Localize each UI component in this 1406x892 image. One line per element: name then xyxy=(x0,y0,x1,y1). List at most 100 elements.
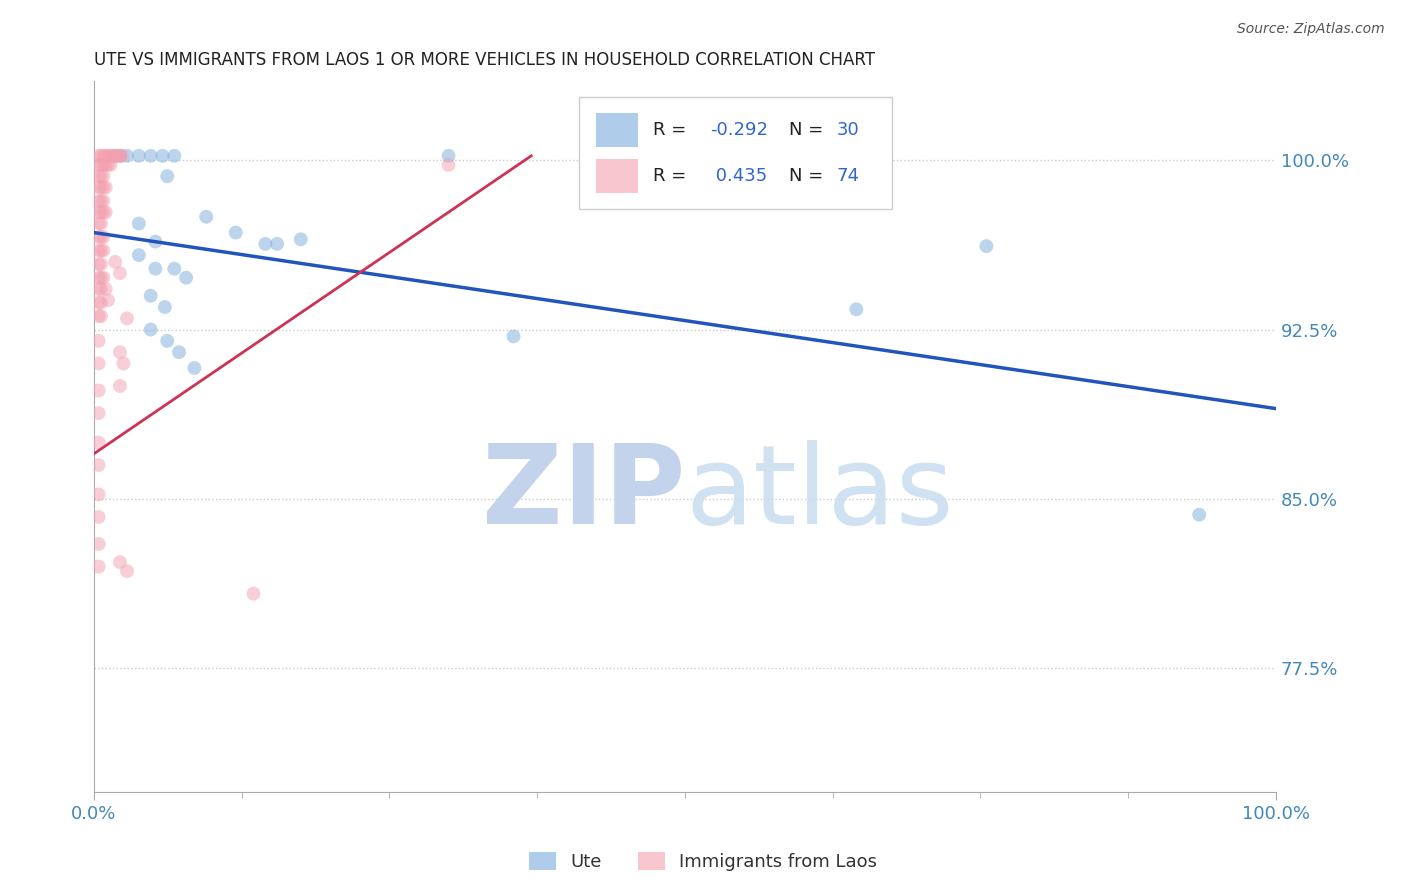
Text: ZIP: ZIP xyxy=(482,440,685,547)
Point xyxy=(87,295,110,310)
Point xyxy=(1188,508,1211,522)
Point xyxy=(108,555,131,569)
Point xyxy=(87,282,110,296)
Point xyxy=(156,169,179,183)
Text: -0.292: -0.292 xyxy=(710,121,768,139)
Point xyxy=(90,282,112,296)
Point xyxy=(87,309,110,323)
Point xyxy=(94,282,117,296)
Point xyxy=(174,270,197,285)
Point xyxy=(87,149,110,163)
Point xyxy=(163,261,186,276)
Text: N =: N = xyxy=(789,167,830,185)
Point xyxy=(108,149,131,163)
Point xyxy=(87,158,110,172)
Text: atlas: atlas xyxy=(685,440,953,547)
Point xyxy=(167,345,190,359)
Point xyxy=(195,210,218,224)
Point xyxy=(104,255,127,269)
Point xyxy=(90,230,112,244)
Point xyxy=(87,217,110,231)
Point xyxy=(128,149,150,163)
Point xyxy=(108,266,131,280)
Point xyxy=(87,537,110,551)
Point xyxy=(93,270,115,285)
Point xyxy=(145,261,167,276)
Point xyxy=(100,149,122,163)
Point xyxy=(242,587,264,601)
Point xyxy=(87,356,110,370)
Text: 0.435: 0.435 xyxy=(710,167,768,185)
Point xyxy=(90,149,112,163)
Point xyxy=(90,309,112,323)
Point xyxy=(87,458,110,472)
Point xyxy=(153,300,176,314)
Point xyxy=(93,169,115,183)
Point xyxy=(104,149,127,163)
Point xyxy=(108,345,131,359)
Point xyxy=(87,244,110,258)
Legend: Ute, Immigrants from Laos: Ute, Immigrants from Laos xyxy=(522,845,884,879)
Point xyxy=(94,149,117,163)
Point xyxy=(90,205,112,219)
Point xyxy=(108,149,131,163)
Point xyxy=(87,406,110,420)
Point xyxy=(94,158,117,172)
Point xyxy=(152,149,174,163)
Point xyxy=(87,230,110,244)
Point xyxy=(87,384,110,398)
Point xyxy=(163,149,186,163)
Point xyxy=(139,149,162,163)
Point xyxy=(93,194,115,208)
Point xyxy=(115,311,138,326)
Point xyxy=(87,334,110,348)
Point xyxy=(90,257,112,271)
Point xyxy=(93,205,115,219)
Point xyxy=(976,239,998,253)
FancyBboxPatch shape xyxy=(578,97,891,210)
Point xyxy=(87,194,110,208)
Point xyxy=(93,180,115,194)
Point xyxy=(93,149,115,163)
Point xyxy=(90,270,112,285)
Point xyxy=(437,158,460,172)
Point xyxy=(128,217,150,231)
Point xyxy=(266,236,288,251)
Point xyxy=(90,158,112,172)
Point xyxy=(97,158,120,172)
Point xyxy=(183,361,205,376)
Text: 74: 74 xyxy=(837,167,859,185)
Point xyxy=(290,232,312,246)
Point xyxy=(100,158,122,172)
Point xyxy=(87,487,110,501)
Point xyxy=(156,334,179,348)
Point xyxy=(87,257,110,271)
Point xyxy=(97,149,120,163)
Point xyxy=(111,149,134,163)
Point xyxy=(87,169,110,183)
Point xyxy=(87,559,110,574)
Text: 30: 30 xyxy=(837,121,859,139)
Point xyxy=(101,149,124,163)
Text: N =: N = xyxy=(789,121,830,139)
Point xyxy=(115,149,138,163)
Point xyxy=(87,435,110,450)
Point xyxy=(94,180,117,194)
Point xyxy=(97,293,120,308)
Point xyxy=(108,379,131,393)
Point xyxy=(87,205,110,219)
Point xyxy=(139,323,162,337)
Point xyxy=(87,270,110,285)
Point xyxy=(128,248,150,262)
Point xyxy=(115,564,138,578)
Point xyxy=(90,295,112,310)
Point xyxy=(93,244,115,258)
Point xyxy=(112,356,135,370)
Point xyxy=(502,329,524,343)
Point xyxy=(254,236,277,251)
Point xyxy=(90,180,112,194)
Point xyxy=(225,226,247,240)
Point xyxy=(437,149,460,163)
Point xyxy=(90,217,112,231)
Text: R =: R = xyxy=(652,121,692,139)
